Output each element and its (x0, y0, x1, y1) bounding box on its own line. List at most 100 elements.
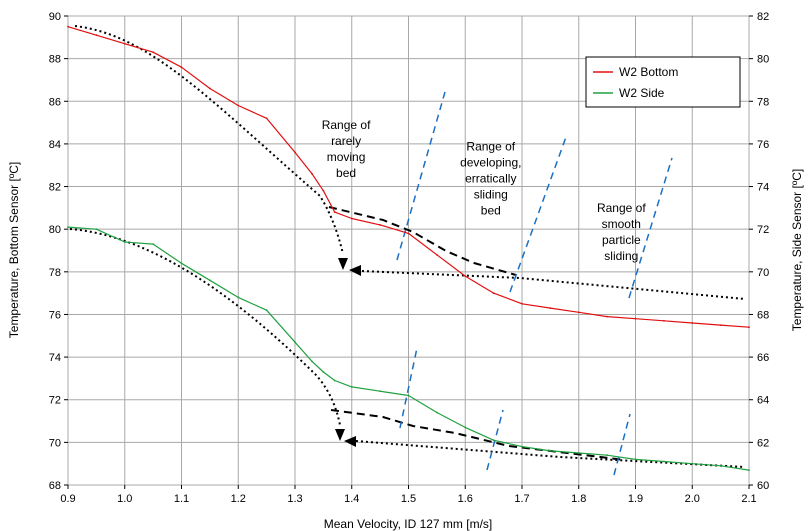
x-tick-label: 1.7 (514, 493, 529, 505)
trend-dashed-side (330, 409, 626, 461)
data-point (521, 445, 523, 448)
y2-tick-label: 78 (757, 96, 769, 108)
data-point (180, 262, 183, 265)
y2-tick-label: 70 (757, 267, 769, 279)
arrowhead-side-left (344, 436, 356, 447)
annotation-smooth-particle-sliding: Range of (597, 201, 646, 215)
trend-dotted-bottom-upper (74, 25, 344, 255)
data-point (350, 217, 353, 220)
annotation-rarely-moving-bed: moving (327, 150, 366, 164)
data-point (265, 309, 268, 312)
legend-label-side: W2 Side (619, 86, 665, 100)
arrowhead-bottom-down (338, 258, 348, 270)
x-tick-label: 2.0 (685, 493, 700, 505)
data-point (549, 307, 552, 309)
data-point (407, 232, 410, 235)
data-point (333, 211, 336, 214)
data-point (719, 464, 722, 467)
y2-tick-label: 62 (757, 437, 769, 449)
annotations: Range of rarely moving bed Range of developin… (322, 118, 647, 263)
data-point (294, 151, 296, 154)
data-point (311, 172, 313, 175)
data-point (152, 51, 155, 54)
data-point (322, 371, 325, 373)
annotation-erratically-sliding-bed: erratically (465, 171, 516, 185)
data-point (464, 275, 467, 277)
annotation-rarely-moving-bed: rarely (331, 134, 361, 148)
y2-tick-label: 72 (757, 224, 769, 236)
y2-axis-title: Temperature, Side Sensor [ºC] (790, 169, 804, 331)
data-point (333, 379, 336, 382)
data-point (719, 324, 722, 326)
data-point (691, 322, 694, 324)
x-axis-title: Mean Velocity, ID 127 mm [m/s] (324, 517, 493, 531)
arrowhead-bottom-left (349, 265, 361, 276)
x-tick-label: 1.2 (231, 493, 246, 505)
data-point (237, 104, 240, 107)
x-tick-label: 1.3 (287, 493, 302, 505)
annotation-smooth-particle-sliding: sliding (604, 249, 638, 263)
data-point (634, 317, 637, 320)
data-point (67, 25, 69, 28)
boundary-line-1-lower (399, 347, 418, 429)
data-point (748, 469, 750, 471)
x-tick-label: 1.9 (628, 493, 643, 505)
data-point (350, 386, 353, 388)
y-tick-label: 78 (49, 267, 61, 279)
legend-label-bottom: W2 Bottom (619, 65, 678, 79)
data-point (436, 253, 438, 256)
data-point (464, 426, 467, 429)
y2-tick-label: 66 (757, 352, 769, 364)
data-point (577, 452, 580, 454)
trend-dashed-bottom (328, 206, 517, 276)
y-tick-label: 86 (49, 96, 61, 108)
data-point (549, 450, 552, 452)
y-tick-label: 68 (49, 480, 61, 492)
y-tick-label: 72 (49, 395, 61, 407)
data-point (606, 315, 608, 318)
data-point (152, 243, 155, 246)
data-point (492, 439, 495, 442)
y2-tick-label: 64 (757, 395, 769, 407)
data-point (436, 411, 438, 414)
y2-tick-label: 74 (757, 182, 769, 194)
data-point (634, 458, 637, 461)
data-point (294, 341, 296, 344)
y2-tick-label: 82 (757, 11, 769, 23)
x-tick-label: 0.9 (60, 493, 75, 505)
x-tick-label: 1.6 (458, 493, 473, 505)
data-point (492, 292, 495, 294)
data-point (95, 228, 98, 231)
y-tick-label: 80 (49, 224, 61, 236)
y-tick-label: 74 (49, 352, 61, 364)
data-point (379, 390, 381, 393)
y-tick-label: 76 (49, 309, 61, 321)
y2-tick-label: 76 (757, 139, 769, 151)
data-point (123, 241, 126, 243)
annotation-rarely-moving-bed: Range of (322, 118, 371, 132)
annotation-smooth-particle-sliding: particle (602, 233, 641, 247)
data-point (691, 462, 694, 465)
x-tick-label: 1.8 (571, 493, 586, 505)
boundary-line-2-upper (509, 136, 567, 293)
legend: W2 Bottom W2 Side (585, 56, 741, 108)
data-point (209, 279, 211, 282)
data-point (606, 454, 608, 457)
annotation-erratically-sliding-bed: sliding (474, 187, 508, 201)
y-tick-label: 88 (49, 54, 61, 66)
data-point (322, 189, 325, 192)
annotation-rarely-moving-bed: bed (336, 166, 356, 180)
y-tick-label: 70 (49, 437, 61, 449)
data-point (209, 87, 211, 90)
annotation-erratically-sliding-bed: developing, (460, 155, 521, 169)
boundary-line-3-lower (613, 413, 631, 476)
data-point (265, 117, 268, 120)
data-point (379, 224, 381, 226)
x-tick-label: 2.1 (741, 493, 756, 505)
annotation-erratically-sliding-bed: Range of (466, 139, 515, 153)
series-layer (67, 25, 750, 471)
x-tick-label: 1.4 (344, 493, 359, 505)
data-point (748, 326, 750, 329)
annotation-erratically-sliding-bed: bed (481, 203, 501, 217)
data-point (67, 226, 69, 229)
